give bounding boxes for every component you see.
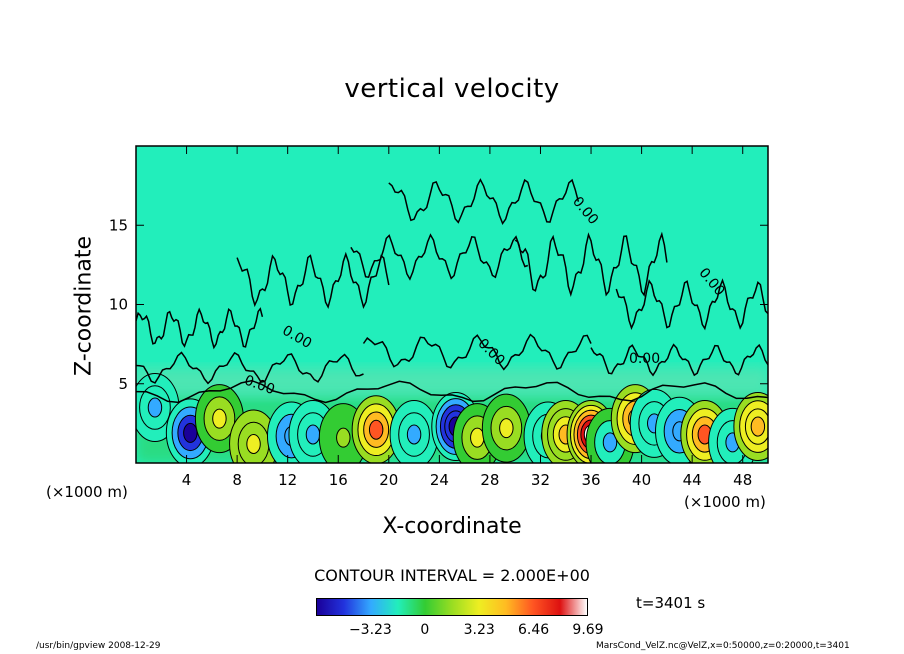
zero-contours: [136, 178, 768, 404]
x-tick-label: 20: [379, 471, 398, 489]
cell-level: [336, 427, 351, 448]
x-tick-label: 8: [232, 471, 242, 489]
footer-right-text: MarsCond_VelZ.nc@VelZ,x=0:50000,z=0:2000…: [596, 641, 850, 651]
time-label: t=3401 s: [636, 594, 706, 612]
contour-interval-text: CONTOUR INTERVAL = 2.000E+00: [314, 566, 590, 585]
velocity-cell: [481, 393, 531, 463]
x-axis-label: X-coordinate: [382, 514, 522, 539]
x-tick-label: 40: [632, 471, 651, 489]
contour-label: 0.00: [629, 351, 660, 367]
x-tick-label: 44: [683, 471, 702, 489]
velocity-cell: [229, 409, 279, 463]
contour-line: [388, 178, 580, 225]
colorbar-tick-label: 3.23: [463, 622, 495, 638]
chart-title: vertical velocity: [344, 74, 560, 104]
velocity-cells: [136, 373, 768, 463]
x-axis-unit-left: (×1000 m): [46, 483, 128, 501]
cell-level: [246, 433, 261, 455]
colorbar-tick-label: 0: [420, 622, 430, 638]
velocity-cell: [351, 395, 401, 463]
contour-line: [362, 333, 592, 371]
velocity-cell: [733, 392, 768, 462]
x-tick-label: 12: [278, 471, 297, 489]
cell-level: [305, 424, 321, 445]
cell-level: [212, 408, 227, 429]
contour-line: [590, 343, 768, 377]
cell-level: [183, 422, 198, 443]
x-tick-label: 24: [430, 471, 449, 489]
contour-line: [236, 251, 390, 310]
cell-level: [602, 432, 618, 453]
x-tick-label: 36: [581, 471, 600, 489]
x-tick-label: 32: [531, 471, 550, 489]
colorbar-tick-label: 9.69: [572, 622, 604, 638]
y-tick-label: 10: [109, 296, 128, 314]
x-axis-unit-right: (×1000 m): [684, 493, 766, 511]
cell-level: [147, 397, 163, 418]
x-tick-label: 4: [182, 471, 192, 489]
colorbar-tick-label: −3.23: [348, 622, 392, 638]
footer-left-text: /usr/bin/gpview 2008-12-29: [36, 641, 161, 651]
contour-line: [615, 278, 768, 331]
x-tick-label: 48: [733, 471, 752, 489]
y-tick-label: 15: [109, 216, 128, 234]
contour-line: [136, 307, 264, 350]
colorbar: [316, 598, 588, 616]
colorbar-tick-label: 6.46: [518, 622, 550, 638]
contour-line: [136, 379, 768, 404]
cell-level: [499, 418, 514, 439]
velocity-cell: [389, 399, 439, 463]
y-axis-label: Z-coordinate: [71, 236, 97, 376]
cell-level: [368, 419, 384, 440]
y-tick-label: 5: [118, 375, 128, 393]
cell-level: [750, 416, 766, 437]
contour-line: [514, 231, 668, 297]
x-tick-label: 28: [480, 471, 499, 489]
contour-line: [136, 351, 364, 385]
x-tick-label: 16: [329, 471, 348, 489]
cell-level: [406, 424, 422, 445]
contour-line: [350, 233, 529, 281]
